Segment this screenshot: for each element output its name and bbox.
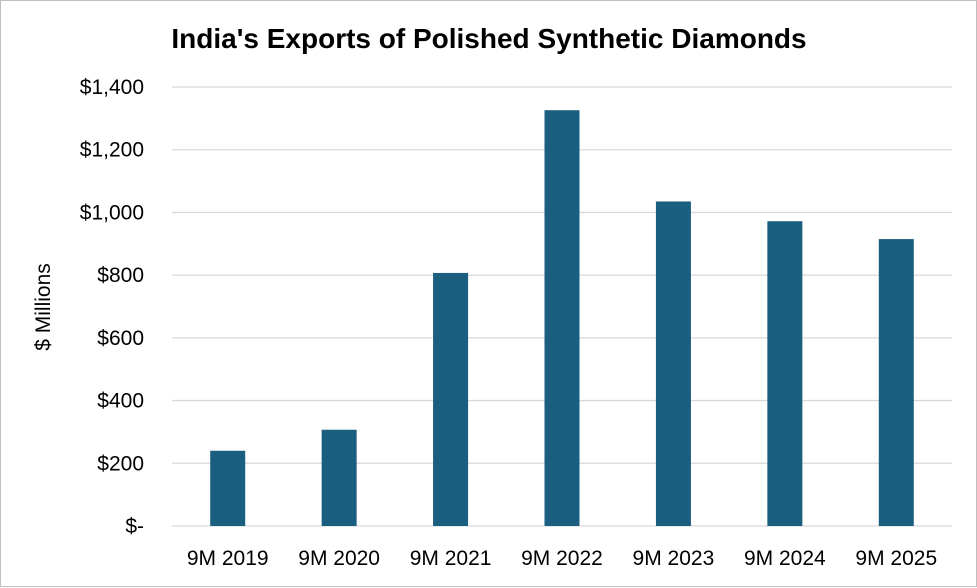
x-axis-tick-labels: 9M 2019 9M 2020 9M 2021 9M 2022 9M 2023 9M 20… [187, 547, 937, 570]
x-tick-label: 9M 2020 [298, 547, 380, 570]
y-axis-tick-labels: $- $200 $400 $600 $800 $1,000 $1,200 $1,400 [80, 76, 144, 538]
bars [210, 110, 914, 527]
y-tick-label: $1,400 [80, 76, 144, 99]
y-tick-label: $- [125, 515, 144, 538]
x-tick-label: 9M 2022 [521, 547, 603, 570]
bar-9m-2021 [433, 272, 469, 526]
bar-9m-2025 [878, 239, 914, 526]
x-tick-label: 9M 2023 [633, 547, 715, 570]
x-tick-label: 9M 2021 [410, 547, 492, 570]
y-axis-label: $ Millions [32, 263, 55, 351]
bar-9m-2019 [210, 450, 246, 526]
x-tick-label: 9M 2019 [187, 547, 269, 570]
chart-title: India's Exports of Polished Synthetic Di… [171, 23, 806, 54]
bar-9m-2022 [544, 110, 580, 526]
y-tick-label: $600 [97, 327, 144, 350]
bar-9m-2023 [655, 201, 691, 527]
y-tick-label: $400 [97, 390, 144, 413]
y-tick-label: $1,200 [80, 139, 144, 162]
bar-9m-2024 [767, 221, 803, 527]
bar-9m-2020 [321, 429, 357, 526]
y-tick-label: $200 [97, 452, 144, 475]
y-tick-label: $1,000 [80, 201, 144, 224]
x-tick-label: 9M 2024 [744, 547, 826, 570]
x-tick-label: 9M 2025 [855, 547, 937, 570]
y-tick-label: $800 [97, 264, 144, 287]
